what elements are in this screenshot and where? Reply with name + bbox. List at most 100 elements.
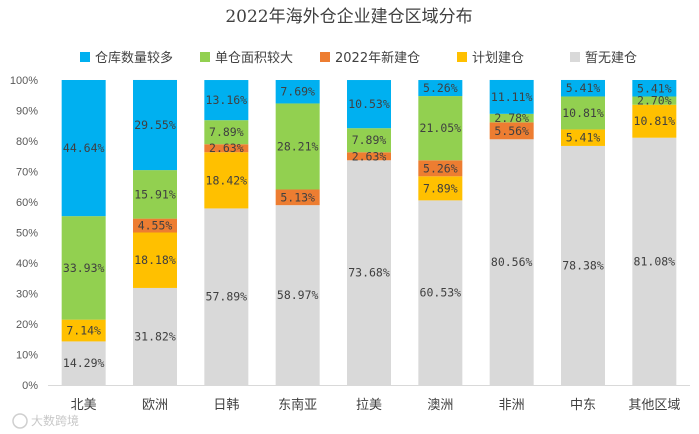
data-label: 7.89% bbox=[352, 133, 387, 147]
data-labels: 14.29% 7.14% 33.93% 44.64% 31.82% 18.18% 4.55%… bbox=[63, 81, 675, 370]
bar-segment bbox=[347, 152, 391, 161]
y-tick-label: 0% bbox=[22, 380, 38, 392]
bar-segment bbox=[418, 176, 463, 201]
data-label: 18.18% bbox=[134, 253, 176, 267]
y-tick-label: 20% bbox=[16, 319, 38, 331]
data-label: 15.91% bbox=[134, 187, 176, 201]
bar-segment bbox=[418, 200, 463, 385]
data-label: 5.26% bbox=[423, 81, 458, 95]
data-label: 57.89% bbox=[206, 290, 248, 304]
legend-swatch bbox=[457, 52, 467, 62]
data-label: 28.21% bbox=[277, 139, 319, 153]
legend-label: 2022年新建仓 bbox=[335, 50, 420, 66]
data-label: 80.56% bbox=[491, 255, 533, 269]
bar-segment bbox=[489, 139, 534, 385]
legend-swatch bbox=[320, 52, 330, 62]
bar-segment bbox=[61, 319, 106, 342]
data-label: 58.97% bbox=[277, 288, 319, 302]
bar-segment bbox=[347, 160, 391, 385]
data-label: 73.68% bbox=[348, 266, 390, 280]
bar-segment bbox=[61, 341, 106, 385]
data-label: 10.81% bbox=[634, 114, 676, 128]
bar-segment bbox=[632, 96, 677, 105]
legend-label: 单仓面积较大 bbox=[215, 51, 293, 66]
x-category-label: 日韩 bbox=[213, 398, 239, 413]
y-tick-label: 80% bbox=[16, 136, 38, 148]
bar-segment bbox=[561, 96, 605, 130]
bar-segment bbox=[418, 160, 463, 177]
bar-segment bbox=[632, 80, 677, 97]
data-label: 7.89% bbox=[423, 181, 458, 195]
data-label: 18.42% bbox=[206, 173, 248, 187]
bar-segment bbox=[133, 218, 177, 233]
data-label: 5.41% bbox=[566, 131, 601, 145]
bar-segment bbox=[204, 80, 249, 121]
x-category-label: 北美 bbox=[71, 398, 97, 413]
bar-segment bbox=[204, 152, 249, 209]
legend-label: 暂无建仓 bbox=[585, 51, 637, 66]
x-category-label: 澳洲 bbox=[427, 397, 453, 413]
bar-segment bbox=[561, 129, 605, 146]
chart-title: 2022年海外仓企业建仓区域分布 bbox=[225, 7, 472, 27]
bar-segment bbox=[418, 80, 463, 97]
x-category-label: 其他区域 bbox=[628, 398, 680, 413]
legend-swatch bbox=[80, 52, 90, 62]
data-label: 7.14% bbox=[66, 324, 101, 338]
data-label: 78.38% bbox=[562, 258, 604, 272]
x-category-label: 拉美 bbox=[356, 398, 382, 413]
y-tick-label: 50% bbox=[16, 228, 38, 240]
data-label: 2.63% bbox=[209, 141, 244, 155]
bar-segment bbox=[489, 79, 534, 114]
data-label: 81.08% bbox=[634, 254, 676, 268]
bar-segment bbox=[133, 232, 177, 288]
bar-segment bbox=[61, 216, 106, 320]
bar-segment bbox=[561, 79, 605, 97]
watermark-logo-icon bbox=[12, 413, 28, 429]
y-axis: 0% 10% 20% 30% 40% 50% 60% 70% 80% 90% 100% bbox=[10, 75, 38, 392]
data-label: 11.11% bbox=[491, 90, 533, 104]
bar-segment bbox=[204, 208, 249, 385]
x-category-label: 中东 bbox=[570, 398, 596, 413]
bar-segment bbox=[347, 128, 391, 153]
y-tick-label: 60% bbox=[16, 197, 38, 209]
bar-segment bbox=[204, 144, 249, 153]
data-label: 7.89% bbox=[209, 125, 244, 139]
legend-swatch bbox=[570, 52, 580, 62]
bar-segment bbox=[133, 287, 177, 385]
bar-segment bbox=[133, 170, 177, 219]
data-label: 29.55% bbox=[134, 118, 176, 132]
data-label: 5.26% bbox=[423, 161, 458, 175]
bar-segment bbox=[561, 145, 605, 385]
bar-segment bbox=[275, 80, 320, 104]
legend-label: 仓库数量较多 bbox=[95, 50, 173, 66]
data-label: 7.69% bbox=[280, 85, 315, 99]
bar-segment bbox=[347, 80, 391, 129]
bar-segment bbox=[204, 120, 249, 145]
y-tick-label: 30% bbox=[16, 289, 38, 301]
data-label: 4.55% bbox=[138, 219, 173, 233]
bar-segment bbox=[418, 96, 463, 161]
data-label: 5.56% bbox=[494, 124, 529, 138]
data-label: 2.63% bbox=[352, 149, 387, 163]
bar-segment bbox=[275, 189, 320, 206]
bar-segment bbox=[275, 103, 320, 190]
data-label: 10.53% bbox=[348, 97, 390, 111]
bar-segment bbox=[489, 122, 534, 140]
watermark: 大数跨境 bbox=[12, 413, 79, 429]
data-label: 5.41% bbox=[566, 81, 601, 95]
bar-segment bbox=[61, 80, 106, 217]
data-label: 2.78% bbox=[494, 111, 529, 125]
x-category-label: 非洲 bbox=[499, 398, 525, 413]
y-tick-label: 10% bbox=[16, 350, 38, 362]
data-label: 60.53% bbox=[420, 286, 462, 300]
data-label: 14.29% bbox=[63, 356, 105, 370]
y-tick-label: 90% bbox=[16, 106, 38, 118]
data-label: 33.93% bbox=[63, 261, 105, 275]
data-label: 13.16% bbox=[206, 93, 248, 107]
y-tick-label: 40% bbox=[16, 258, 38, 270]
bar-segment bbox=[632, 104, 677, 138]
legend: 仓库数量较多 单仓面积较大 2022年新建仓 计划建仓 暂无建仓 bbox=[80, 50, 637, 66]
data-label: 21.05% bbox=[420, 121, 462, 135]
legend-swatch bbox=[200, 52, 210, 62]
